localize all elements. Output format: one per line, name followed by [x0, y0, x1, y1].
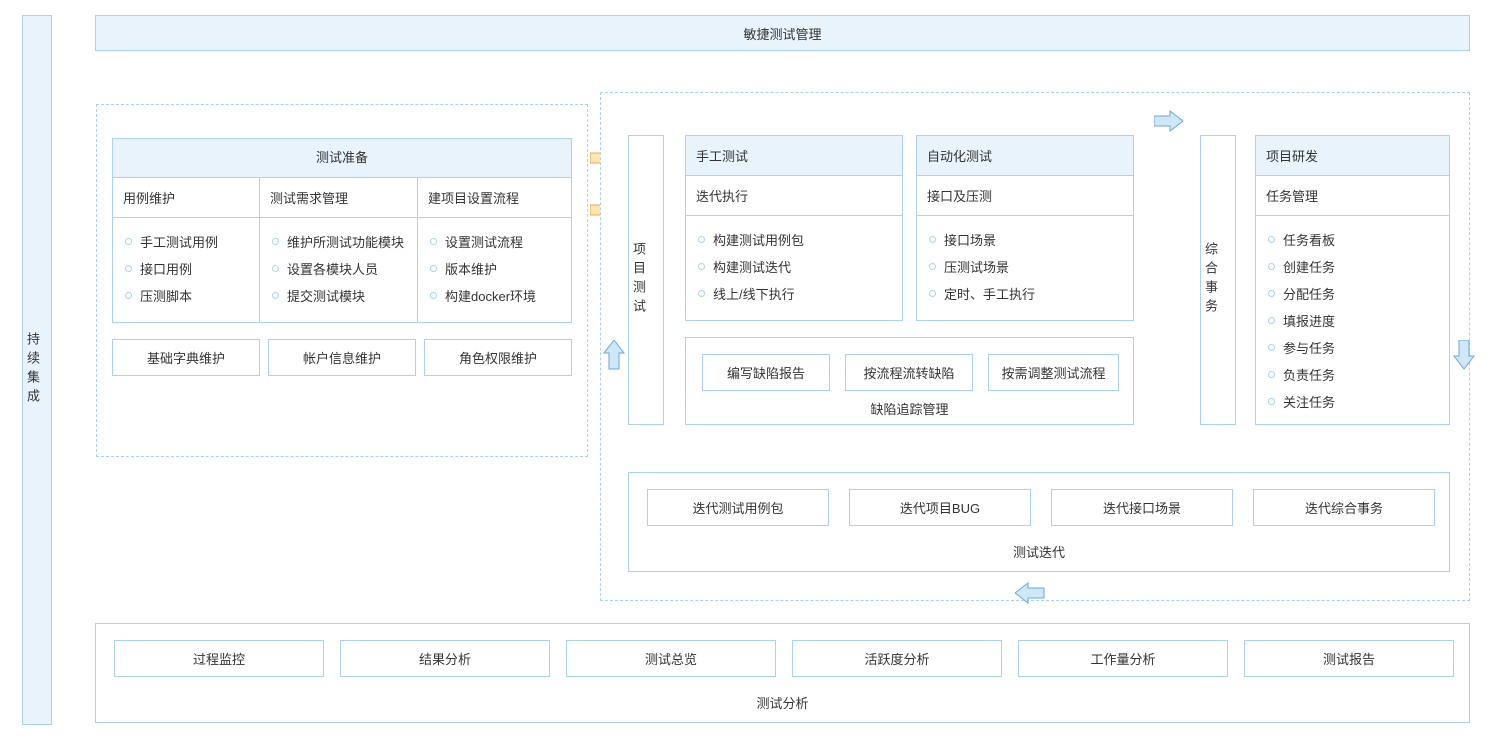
- proj-test-label: 项目测试: [629, 136, 648, 424]
- prep-item: 设置各模块人员: [272, 255, 405, 282]
- prep-title: 测试准备: [112, 138, 572, 178]
- iter-btn-3: 迭代综合事务: [1253, 489, 1435, 526]
- analysis-title: 测试分析: [96, 693, 1469, 712]
- auto-title: 自动化测试: [917, 136, 1133, 176]
- arrow-left-blue-icon: [1015, 582, 1045, 604]
- defect-title: 缺陷追踪管理: [686, 399, 1133, 418]
- rd-item: 关注任务: [1268, 388, 1437, 415]
- iter-btn-2: 迭代接口场景: [1051, 489, 1233, 526]
- iteration-title: 测试迭代: [629, 542, 1449, 561]
- prep-col-2-header: 建项目设置流程: [418, 178, 571, 218]
- manual-item: 线上/线下执行: [698, 280, 890, 307]
- prep-col-2: 建项目设置流程 设置测试流程 版本维护 构建docker环境: [418, 178, 572, 323]
- auto-item: 压测试场景: [929, 253, 1121, 280]
- prep-bottom-1: 帐户信息维护: [268, 339, 416, 376]
- rd-item: 分配任务: [1268, 280, 1437, 307]
- analysis-btn-1: 结果分析: [340, 640, 550, 677]
- prep-item: 版本维护: [430, 255, 559, 282]
- top-banner: 敏捷测试管理: [95, 15, 1470, 51]
- auto-sub: 接口及压测: [917, 176, 1133, 216]
- prep-col-1-header: 测试需求管理: [260, 178, 417, 218]
- prep-bottom-2: 角色权限维护: [424, 339, 572, 376]
- auto-box: 自动化测试 接口及压测 接口场景 压测试场景 定时、手工执行: [916, 135, 1134, 321]
- rd-item: 任务看板: [1268, 226, 1437, 253]
- arrow-right-blue-icon: [1154, 110, 1184, 132]
- prep-item: 维护所测试功能模块: [272, 228, 405, 255]
- analysis-btn-4: 工作量分析: [1018, 640, 1228, 677]
- rd-item: 负责任务: [1268, 361, 1437, 388]
- ci-bar: 持续集成: [22, 15, 52, 725]
- prep-col-0-header: 用例维护: [113, 178, 259, 218]
- iter-btn-1: 迭代项目BUG: [849, 489, 1031, 526]
- comp-affairs-box: 综合事务: [1200, 135, 1236, 425]
- manual-item: 构建测试迭代: [698, 253, 890, 280]
- prep-item: 设置测试流程: [430, 228, 559, 255]
- rd-item: 创建任务: [1268, 253, 1437, 280]
- analysis-btn-0: 过程监控: [114, 640, 324, 677]
- iter-btn-0: 迭代测试用例包: [647, 489, 829, 526]
- analysis-btn-5: 测试报告: [1244, 640, 1454, 677]
- defect-btn-1: 按流程流转缺陷: [845, 354, 973, 391]
- manual-item: 构建测试用例包: [698, 226, 890, 253]
- prep-col-1: 测试需求管理 维护所测试功能模块 设置各模块人员 提交测试模块: [260, 178, 418, 323]
- iteration-box: 迭代测试用例包 迭代项目BUG 迭代接口场景 迭代综合事务 测试迭代: [628, 472, 1450, 572]
- prep-item: 接口用例: [125, 255, 247, 282]
- defect-btn-0: 编写缺陷报告: [702, 354, 830, 391]
- manual-box: 手工测试 迭代执行 构建测试用例包 构建测试迭代 线上/线下执行: [685, 135, 903, 321]
- top-banner-label: 敏捷测试管理: [743, 27, 821, 42]
- rd-item: 填报进度: [1268, 307, 1437, 334]
- prep-bottom-0: 基础字典维护: [112, 339, 260, 376]
- auto-item: 接口场景: [929, 226, 1121, 253]
- proj-test-box: 项目测试: [628, 135, 664, 425]
- prep-col-0: 用例维护 手工测试用例 接口用例 压测脚本: [112, 178, 260, 323]
- prep-item: 手工测试用例: [125, 228, 247, 255]
- prep-item: 构建docker环境: [430, 282, 559, 309]
- manual-sub: 迭代执行: [686, 176, 902, 216]
- rd-title: 项目研发: [1256, 136, 1449, 176]
- prep-item: 压测脚本: [125, 282, 247, 309]
- prep-item: 提交测试模块: [272, 282, 405, 309]
- rd-box: 项目研发 任务管理 任务看板 创建任务 分配任务 填报进度 参与任务 负责任务 …: [1255, 135, 1450, 425]
- arrow-up-blue-icon: [603, 340, 625, 370]
- analysis-btn-2: 测试总览: [566, 640, 776, 677]
- arrow-down-blue-icon: [1453, 340, 1475, 370]
- auto-item: 定时、手工执行: [929, 280, 1121, 307]
- analysis-btn-3: 活跃度分析: [792, 640, 1002, 677]
- rd-item: 参与任务: [1268, 334, 1437, 361]
- defect-btn-2: 按需调整测试流程: [988, 354, 1119, 391]
- ci-label: 持续集成: [23, 16, 42, 724]
- analysis-box: 过程监控 结果分析 测试总览 活跃度分析 工作量分析 测试报告 测试分析: [95, 623, 1470, 723]
- rd-sub: 任务管理: [1256, 176, 1449, 216]
- comp-affairs-label: 综合事务: [1201, 136, 1220, 424]
- defect-box: 编写缺陷报告 按流程流转缺陷 按需调整测试流程 缺陷追踪管理: [685, 337, 1134, 425]
- manual-title: 手工测试: [686, 136, 902, 176]
